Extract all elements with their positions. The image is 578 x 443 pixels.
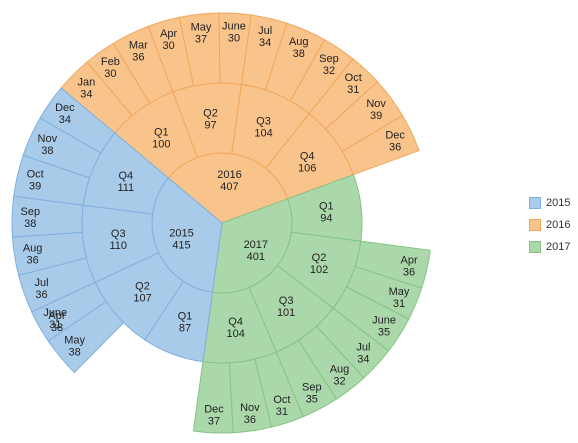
- month-label-2016-dec: Dec 36: [385, 129, 405, 153]
- quarter-label-2017-Q2: Q2 102: [310, 252, 328, 276]
- month-label-2017-sep: Sep 35: [302, 381, 322, 405]
- legend-label-2016: 2016: [546, 219, 571, 231]
- month-segment-2016-jan[interactable]: [60, 61, 133, 134]
- year-label-2017: 2017 401: [244, 239, 268, 263]
- quarter-label-2017-Q1: Q1 94: [319, 200, 334, 224]
- month-label-2015-june: June 31: [43, 307, 67, 331]
- month-segment-2016-may[interactable]: [178, 12, 221, 87]
- legend-item-2016[interactable]: 2016: [529, 214, 570, 236]
- month-segment-2015-may[interactable]: [47, 300, 125, 374]
- month-segment-2017-oct[interactable]: [254, 351, 304, 428]
- year-label-2016: 2016 407: [217, 169, 241, 193]
- month-label-2015-sep: Sep 38: [20, 206, 40, 230]
- month-segment-2016-jul[interactable]: [240, 14, 288, 91]
- month-segment-2015-oct[interactable]: [13, 154, 91, 206]
- month-label-2016-sep: Sep 32: [319, 53, 339, 77]
- month-label-2015-nov: Nov 38: [38, 133, 58, 157]
- month-segment-2016-oct[interactable]: [308, 58, 379, 130]
- month-segment-2016-aug[interactable]: [264, 22, 326, 102]
- quarter-label-2015-Q2: Q2 107: [133, 281, 151, 305]
- month-segment-2015-jul[interactable]: [18, 257, 96, 313]
- month-segment-2017-may[interactable]: [345, 265, 423, 320]
- month-segment-2015-dec[interactable]: [39, 87, 116, 154]
- month-label-2015-aug: Aug 36: [23, 243, 43, 267]
- month-label-2016-apr: Apr 30: [160, 28, 177, 52]
- quarter-label-2015-Q1: Q1 87: [178, 310, 193, 334]
- month-label-2016-aug: Aug 38: [289, 36, 309, 60]
- month-label-2017-apr: Apr 36: [400, 254, 417, 278]
- legend-label-2017: 2017: [546, 241, 571, 253]
- quarter-label-2015-Q3: Q3 110: [109, 228, 127, 252]
- quarter-label-2016-Q3: Q3 104: [254, 116, 272, 140]
- chart-legend: 2015 2016 2017: [529, 192, 570, 258]
- legend-item-2017[interactable]: 2017: [529, 236, 570, 258]
- month-segment-2015-nov[interactable]: [22, 117, 102, 179]
- month-label-2016-feb: Feb 30: [101, 56, 120, 80]
- month-label-2015-dec: Dec 34: [55, 102, 75, 126]
- month-label-2017-nov: Nov 36: [240, 402, 260, 426]
- month-segment-2016-apr[interactable]: [147, 16, 195, 93]
- month-label-2015-oct: Oct 39: [27, 169, 44, 193]
- month-segment-2016-nov[interactable]: [324, 81, 404, 153]
- month-segment-2017-nov[interactable]: [228, 358, 273, 434]
- month-label-2016-nov: Nov 39: [366, 98, 386, 122]
- month-label-2017-may: May 31: [389, 286, 410, 310]
- legend-item-2015[interactable]: 2015: [529, 192, 570, 214]
- legend-swatch-2015: [529, 197, 541, 209]
- quarter-label-2016-Q2: Q2 97: [203, 108, 218, 132]
- quarter-label-2016-Q1: Q1 100: [152, 126, 170, 150]
- month-label-2016-jul: Jul 34: [258, 25, 272, 49]
- legend-swatch-2017: [529, 241, 541, 253]
- month-segment-2017-aug[interactable]: [297, 325, 365, 400]
- month-label-2017-june: June 35: [372, 315, 396, 339]
- month-label-2017-aug: Aug 32: [330, 364, 350, 388]
- month-segment-2017-jul[interactable]: [315, 307, 390, 379]
- legend-swatch-2016: [529, 219, 541, 231]
- quarter-label-2017-Q3: Q3 101: [277, 295, 295, 319]
- month-label-2016-jan: Jan 34: [78, 76, 96, 100]
- month-label-2015-may: May 38: [64, 335, 85, 359]
- month-label-2017-oct: Oct 31: [273, 394, 290, 418]
- month-segment-2017-apr[interactable]: [354, 240, 431, 289]
- month-label-2017-jul: Jul 34: [356, 342, 370, 366]
- month-label-2015-jul: Jul 36: [34, 277, 48, 301]
- month-label-2016-oct: Oct 31: [345, 72, 362, 96]
- month-segment-2016-feb[interactable]: [86, 42, 151, 117]
- quarter-label-2016-Q4: Q4 106: [298, 151, 316, 175]
- legend-label-2015: 2015: [546, 197, 571, 209]
- month-label-2016-mar: Mar 36: [129, 39, 148, 63]
- month-label-2016-may: May 37: [191, 21, 212, 45]
- month-label-2017-dec: Dec 37: [204, 404, 224, 428]
- year-label-2015: 2015 415: [169, 228, 193, 252]
- quarter-label-2015-Q4: Q4 111: [117, 170, 134, 194]
- month-segment-2015-aug[interactable]: [11, 231, 88, 277]
- month-label-2015-apr: Apr 38: [48, 310, 65, 334]
- month-label-2016-june: June 30: [222, 21, 246, 45]
- month-segment-2015-june[interactable]: [31, 281, 107, 342]
- quarter-label-2017-Q4: Q4 104: [226, 316, 244, 340]
